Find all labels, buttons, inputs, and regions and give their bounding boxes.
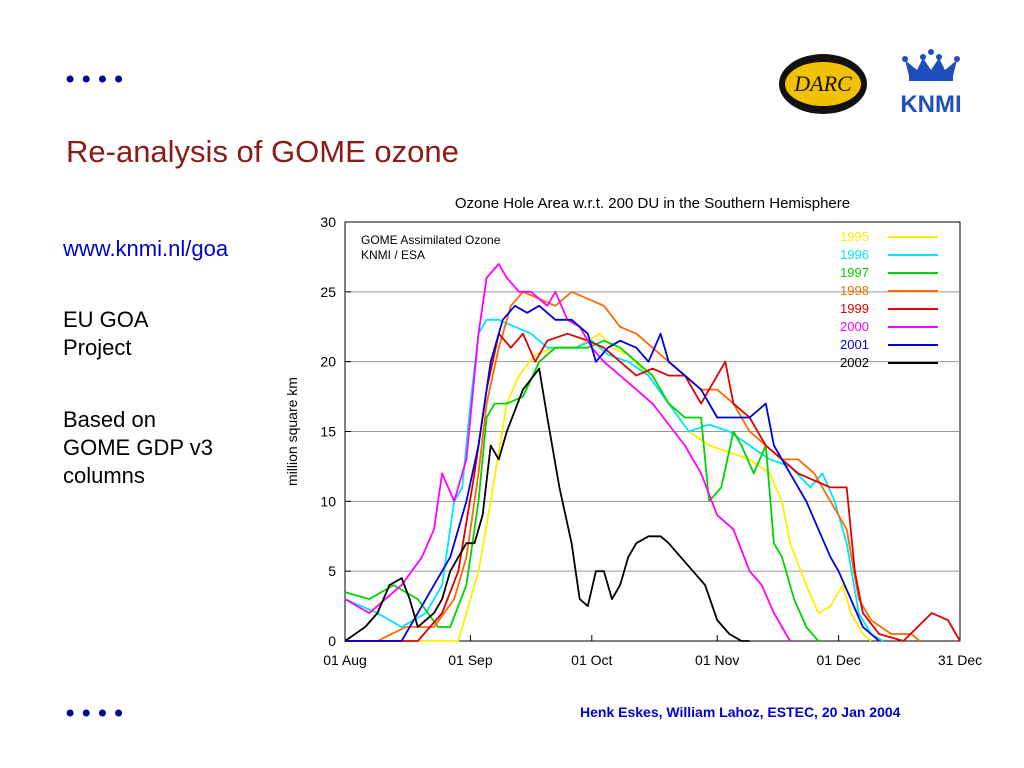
footer-credit: Henk Eskes, William Lahoz, ESTEC, 20 Jan… <box>580 704 901 720</box>
x-tick-label: 01 Oct <box>571 652 612 668</box>
series-line-1998 <box>345 290 921 642</box>
svg-text:DARC: DARC <box>793 71 852 96</box>
chart-title: Ozone Hole Area w.r.t. 200 DU in the Sou… <box>455 195 850 212</box>
y-tick-label: 20 <box>320 354 336 370</box>
x-tick-label: 01 Dec <box>816 652 860 668</box>
based-line-3: columns <box>63 463 145 488</box>
decorative-dots-top: •••• <box>63 66 128 94</box>
legend-label-1998: 1998 <box>840 283 869 298</box>
legend-label-1996: 1996 <box>840 247 869 262</box>
y-tick-label: 5 <box>328 563 336 579</box>
knmi-logo: KNMI <box>900 49 962 118</box>
legend-label-2002: 2002 <box>840 355 869 370</box>
x-tick-label: 31 Dec <box>938 652 982 668</box>
y-axis-label: million square km <box>284 377 300 486</box>
annotation-line-2: KNMI / ESA <box>361 248 425 262</box>
series-line-2001 <box>345 304 880 642</box>
legend-label-1999: 1999 <box>840 301 869 316</box>
based-line-2: GOME GDP v3 <box>63 435 213 460</box>
series-line-2000 <box>344 263 791 642</box>
y-tick-label: 0 <box>328 633 336 649</box>
series-line-1997 <box>344 339 820 642</box>
project-text: EU GOA Project <box>63 306 149 362</box>
y-tick-label: 10 <box>320 493 336 509</box>
based-line-1: Based on <box>63 407 156 432</box>
goa-link[interactable]: www.knmi.nl/goa <box>63 236 229 261</box>
project-line-1: EU GOA <box>63 307 149 332</box>
slide-title: Re-analysis of GOME ozone <box>66 134 459 169</box>
darc-logo: DARC <box>779 54 867 114</box>
svg-text:KNMI: KNMI <box>900 91 961 118</box>
based-on-text: Based on GOME GDP v3 columns <box>63 406 213 490</box>
legend-label-1995: 1995 <box>840 229 869 244</box>
decorative-dots-bottom: •••• <box>63 700 128 728</box>
y-tick-label: 25 <box>320 284 336 300</box>
legend-label-1997: 1997 <box>840 265 869 280</box>
x-tick-label: 01 Nov <box>695 652 739 668</box>
y-tick-label: 30 <box>320 214 336 230</box>
x-tick-label: 01 Aug <box>323 652 367 668</box>
annotation-line-1: GOME Assimilated Ozone <box>361 233 501 247</box>
series-line-2002 <box>344 367 750 642</box>
ozone-hole-chart: Ozone Hole Area w.r.t. 200 DU in the Sou… <box>284 195 982 668</box>
x-tick-label: 01 Sep <box>448 652 493 668</box>
project-line-2: Project <box>63 335 132 360</box>
y-tick-label: 15 <box>320 424 336 440</box>
legend-label-2001: 2001 <box>840 337 869 352</box>
legend-label-2000: 2000 <box>840 319 869 334</box>
